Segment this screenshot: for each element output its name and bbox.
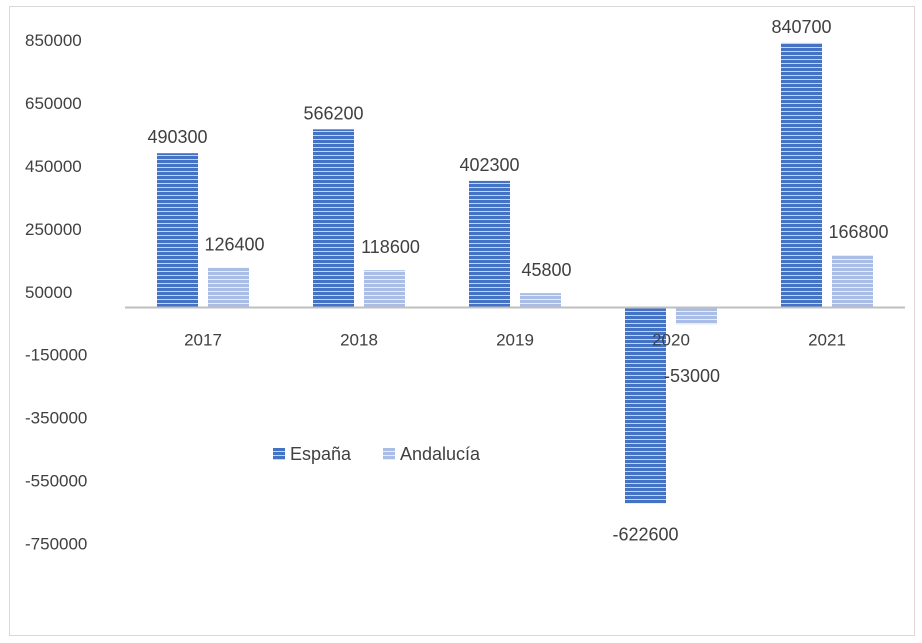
data-label: -53000 [664, 366, 720, 386]
data-label: 118600 [361, 237, 420, 257]
legend-label: Andalucía [400, 444, 481, 464]
y-tick-label: 50000 [25, 283, 72, 302]
bar-andalucia-2017 [208, 267, 249, 308]
data-label: -622600 [612, 524, 678, 544]
y-tick-label: 850000 [25, 31, 82, 50]
y-tick-label: -150000 [25, 346, 87, 365]
chart-area [9, 6, 915, 636]
y-tick-label: 650000 [25, 94, 82, 113]
x-tick-label: 2017 [184, 331, 222, 350]
data-label: 45800 [521, 260, 571, 280]
data-labels: 490300 126400 566200 118600 402300 45800 -6226… [147, 17, 888, 545]
bar-espana-2019 [469, 180, 510, 308]
data-label: 490300 [147, 127, 207, 147]
y-axis-labels: 850000 650000 450000 250000 50000 -150000 -350… [25, 31, 87, 554]
bar-andalucia-2020 [676, 307, 717, 325]
data-label: 126400 [204, 235, 264, 255]
legend: España Andalucía [273, 444, 481, 464]
legend-swatch [273, 448, 285, 460]
data-label: 566200 [303, 103, 363, 123]
bar-espana-2020 [625, 307, 666, 504]
x-tick-label: 2018 [340, 331, 378, 350]
bars [157, 42, 873, 504]
y-tick-label: 250000 [25, 220, 82, 239]
legend-swatch [383, 448, 395, 460]
data-label: 166800 [828, 222, 888, 242]
x-tick-label: 2019 [496, 331, 534, 350]
x-axis-labels: 2017 2018 2019 2020 2021 [184, 331, 846, 350]
bar-andalucia-2019 [520, 293, 561, 308]
x-tick-label: 2020 [652, 331, 690, 350]
y-tick-label: -550000 [25, 472, 87, 491]
data-label: 840700 [771, 17, 831, 37]
y-tick-label: -350000 [25, 409, 87, 428]
data-label: 402300 [459, 155, 519, 175]
bar-andalucia-2018 [364, 270, 405, 308]
bar-espana-2017 [157, 153, 198, 308]
bar-andalucia-2021 [832, 255, 873, 308]
legend-label: España [290, 444, 352, 464]
x-tick-label: 2021 [808, 331, 846, 350]
bar-espana-2021 [781, 42, 822, 308]
y-tick-label: -750000 [25, 535, 87, 554]
bar-espana-2018 [313, 129, 354, 308]
y-tick-label: 450000 [25, 157, 82, 176]
